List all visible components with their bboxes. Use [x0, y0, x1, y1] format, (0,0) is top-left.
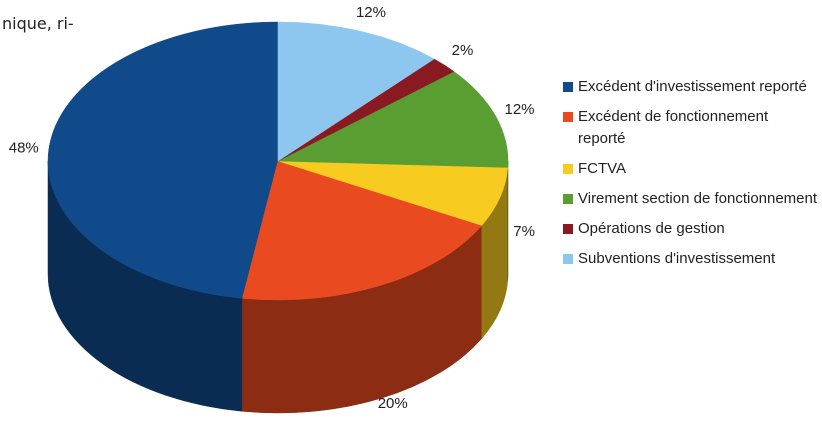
legend-label: Subventions d'investissement — [578, 250, 776, 267]
legend: Excédent d'investissement reporté Excéden… — [563, 76, 818, 278]
data-label: 12% — [356, 4, 386, 21]
pie-slice — [242, 160, 483, 301]
text-fragment: nique, ri- — [2, 14, 74, 33]
legend-label: Excédent d'investissement reporté — [578, 78, 807, 95]
tops — [47, 21, 509, 301]
legend-label: Opérations de gestion — [578, 220, 725, 237]
pie-slice — [277, 21, 435, 162]
legend-item: Excédent de fonctionnement reporté — [563, 106, 818, 150]
legend-item: Subventions d'investissement — [563, 248, 818, 270]
data-label: 2% — [452, 42, 474, 59]
legend-item: Excédent d'investissement reporté — [563, 76, 818, 98]
chart: 48% 20% 7% 12% 2% 12% — [9, 4, 535, 414]
legend-item: Virement section de fonctionnement — [563, 188, 818, 210]
legend-swatch — [563, 224, 573, 234]
legend-swatch — [563, 164, 573, 174]
legend-swatch — [563, 82, 573, 92]
labels: 48% 20% 7% 12% 2% 12% — [9, 4, 535, 412]
data-label: 20% — [378, 395, 408, 412]
legend-item: FCTVA — [563, 158, 818, 180]
legend-swatch — [563, 112, 573, 122]
legend-label: Virement section de fonctionnement — [578, 190, 818, 207]
pie-slice — [277, 71, 509, 168]
pie-slice — [47, 21, 279, 299]
data-label: 7% — [513, 223, 535, 240]
legend-label: FCTVA — [578, 160, 627, 177]
data-label: 48% — [9, 140, 39, 157]
legend-item: Opérations de gestion — [563, 218, 818, 240]
data-label: 12% — [505, 101, 535, 118]
legend-swatch — [563, 194, 573, 204]
legend-label: Excédent de fonctionnement reporté — [578, 108, 769, 147]
legend-swatch — [563, 254, 573, 264]
